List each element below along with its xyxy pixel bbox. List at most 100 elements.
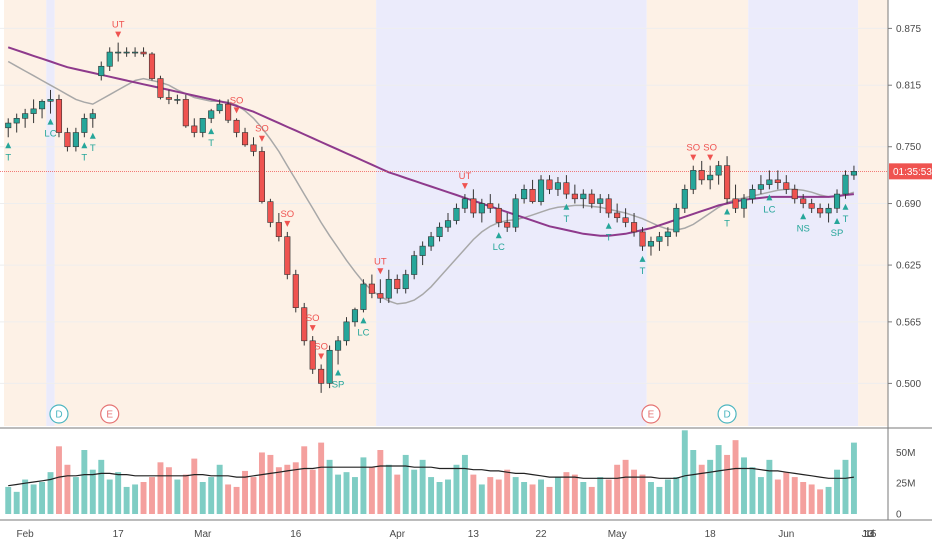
background-shading [4, 0, 888, 426]
signal-arrow-up [360, 317, 367, 324]
volume-bar [182, 474, 189, 514]
signal-arrow-up [495, 232, 502, 239]
candle-body [546, 179, 553, 190]
candle-body [571, 193, 578, 200]
signal-label: LC [763, 204, 775, 215]
candle-body [5, 122, 12, 129]
candle-body [614, 212, 621, 219]
event-circle [717, 404, 737, 424]
time-tick-label: Mar [194, 529, 212, 540]
time-tick-label: Jun [778, 529, 794, 540]
volume-bar [64, 464, 71, 514]
candle-body [377, 293, 384, 299]
volume-bar [115, 472, 122, 514]
candle-body [605, 198, 612, 214]
signal-arrow-down [377, 268, 384, 275]
signal-label: T [640, 266, 646, 277]
volume-bar [842, 459, 849, 514]
volume-bar [538, 479, 544, 514]
shade-band [46, 0, 55, 426]
candle-body [580, 193, 587, 200]
candle-body [647, 241, 655, 247]
volume-bar [732, 440, 739, 514]
volume-bar [191, 458, 198, 514]
candle-body [690, 170, 697, 190]
candle-body [292, 274, 299, 308]
candle-body [774, 179, 781, 184]
signal-arrow-up [5, 142, 12, 149]
signal-arrow-up [800, 213, 807, 220]
candle-body [267, 201, 274, 223]
candle-body [673, 207, 680, 233]
price-tick-label: 0.815 [896, 81, 921, 92]
volume-bar [445, 479, 451, 514]
ma-slow-line [7, 46, 855, 237]
candle-body [419, 245, 426, 256]
volume-bar [715, 445, 722, 514]
price-tick-label: 0.750 [896, 142, 921, 153]
volume-bar [157, 462, 164, 514]
candle-body [453, 207, 460, 221]
candle-body [47, 99, 54, 102]
shade-band [748, 0, 859, 426]
candle-body [766, 179, 773, 185]
signal-arrow-up [81, 142, 88, 149]
current-price-badge-label: 01:35:53 [893, 167, 932, 178]
volume-bar [352, 477, 358, 514]
candle-body [402, 274, 409, 290]
signal-arrow-up [834, 218, 841, 224]
candle-body [174, 99, 181, 101]
signal-label: LC [44, 129, 56, 140]
event-circle-label: D [723, 410, 730, 421]
volume-bar [242, 470, 248, 514]
candle-body [842, 174, 849, 195]
volume-bar [5, 486, 12, 514]
volume-bar [504, 469, 511, 514]
candle-body [343, 321, 350, 342]
volume-bar [673, 477, 680, 514]
candle-body [698, 170, 705, 181]
volume-bar [521, 482, 528, 514]
candle-body [783, 182, 790, 190]
volume-bar [800, 482, 807, 514]
signal-arrow-down [233, 107, 240, 114]
volume-bar [47, 472, 54, 514]
time-tick-label: Feb [17, 529, 35, 540]
signal-label: UT [112, 20, 125, 31]
candle-body [444, 220, 452, 228]
volume-bar [225, 484, 232, 514]
candle-body [241, 132, 249, 146]
time-tick-label: 15 [865, 529, 877, 540]
candle-body [199, 118, 206, 133]
candle-body [808, 203, 815, 209]
candle-body [512, 198, 519, 228]
candle-body [495, 207, 502, 223]
candle-body [461, 198, 468, 209]
volume-bar [825, 486, 832, 514]
candle-body [55, 99, 63, 133]
axes: 0.875 0.815 0.750 0.690 0.625 0.565 0.500 01:35… [0, 0, 932, 540]
candle-body [664, 231, 671, 237]
candle-body [470, 198, 477, 214]
event-circle-label: E [106, 410, 113, 421]
candle-body [98, 65, 105, 77]
signal-arrow-down [258, 135, 265, 142]
candle-body [233, 119, 240, 133]
candle-body [106, 51, 113, 67]
candle-body [115, 51, 122, 54]
event-circle [49, 404, 69, 424]
volume-bar [233, 486, 240, 514]
candle-body [360, 283, 367, 310]
volume-bar [402, 454, 409, 514]
candle-body [275, 222, 282, 237]
volume-bar [377, 450, 384, 514]
candles [5, 42, 857, 393]
volume-tick-label: 50M [896, 448, 915, 459]
signal-label: LC [493, 242, 505, 253]
signal-arrow-up [47, 118, 54, 125]
volume-bar [258, 452, 265, 514]
volume-bar [106, 479, 113, 514]
signal-label: T [208, 138, 214, 149]
